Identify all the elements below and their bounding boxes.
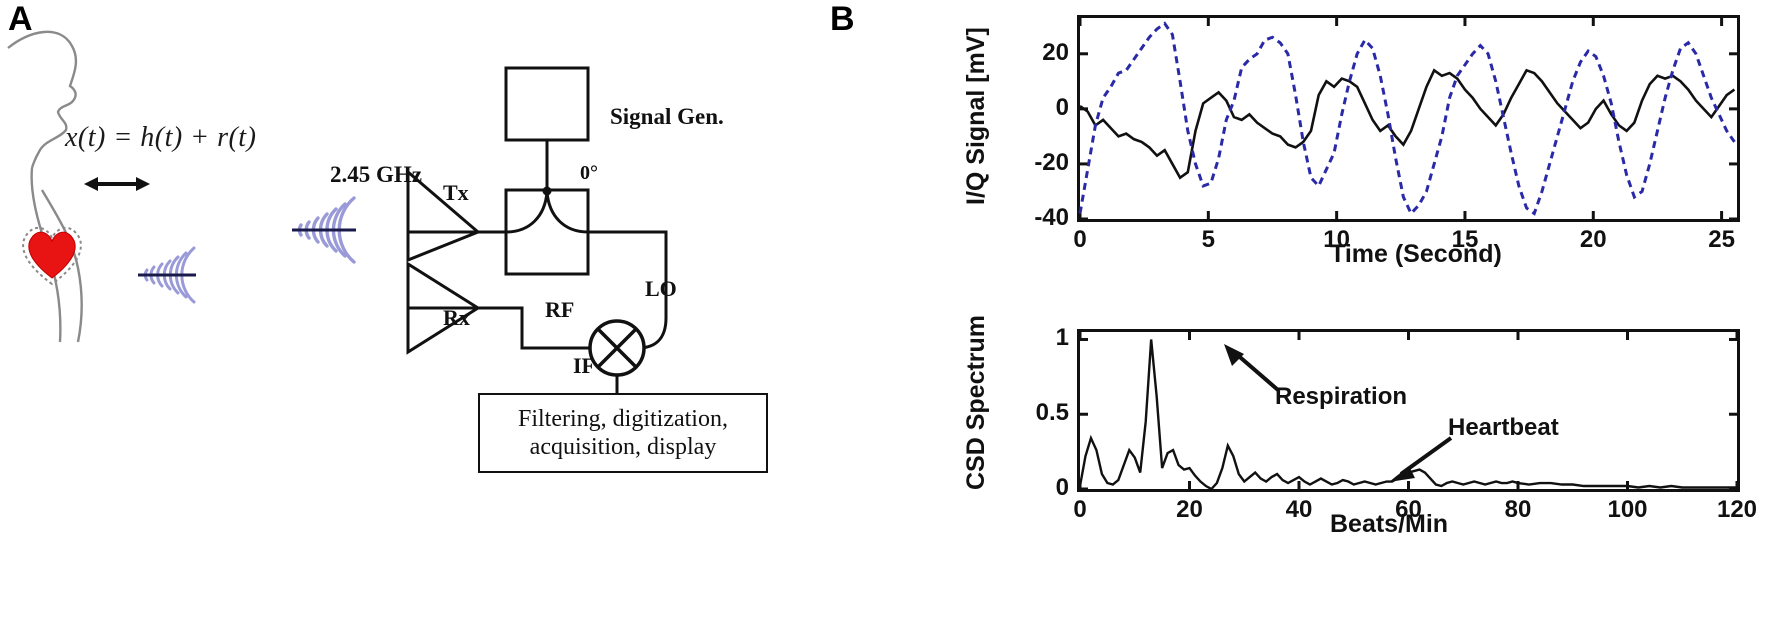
iq-x-axis-label: Time (Second) bbox=[1330, 240, 1502, 268]
x-tick-label: 0 bbox=[1073, 496, 1087, 523]
signal-gen-box bbox=[504, 66, 590, 142]
processing-box: Filtering, digitization, acquisition, di… bbox=[478, 393, 768, 473]
heartbeat-annotation: Heartbeat bbox=[1448, 414, 1559, 441]
x-tick-label: 5 bbox=[1201, 226, 1215, 253]
respiration-arrow-icon bbox=[1224, 344, 1280, 392]
panel-b-label: B bbox=[830, 0, 855, 38]
csd-y-axis-label: CSD Spectrum bbox=[962, 314, 990, 490]
csd-x-axis-label: Beats/Min bbox=[1330, 510, 1449, 538]
processing-line-1: Filtering, digitization, bbox=[518, 405, 728, 432]
iq-y-axis-label: I/Q Signal [mV] bbox=[962, 27, 990, 205]
x-tick-label: 15 bbox=[1451, 226, 1479, 253]
x-tick-label: 120 bbox=[1716, 496, 1758, 523]
respiration-annotation: Respiration bbox=[1275, 383, 1408, 410]
y-tick-label: 1 bbox=[1055, 324, 1069, 352]
panel-a-label: A bbox=[8, 0, 33, 38]
y-tick-label: 0.5 bbox=[1035, 399, 1069, 427]
iq-signal-plot bbox=[1078, 18, 1737, 221]
x-tick-label: 20 bbox=[1176, 496, 1203, 523]
displacement-arrow-icon bbox=[84, 177, 150, 191]
x-tick-label: 0 bbox=[1073, 226, 1087, 253]
heartbeat-arrow-icon bbox=[1389, 436, 1453, 482]
rf-wave-icon bbox=[138, 246, 196, 304]
y-tick-label: -40 bbox=[1034, 204, 1069, 231]
x-tick-label: 10 bbox=[1323, 226, 1350, 253]
y-tick-label: 0 bbox=[1055, 474, 1069, 501]
rf-wave-icon bbox=[292, 196, 356, 264]
equation-text: x(t) = h(t) + r(t) bbox=[65, 122, 257, 153]
rf-block-diagram bbox=[406, 66, 668, 420]
tx-label: Tx bbox=[443, 180, 469, 205]
q-channel-trace bbox=[1078, 21, 1736, 217]
lo-label: LO bbox=[645, 276, 677, 301]
x-tick-label: 80 bbox=[1504, 496, 1532, 523]
heart-icon bbox=[22, 226, 82, 286]
y-tick-label: 0 bbox=[1055, 93, 1069, 121]
csd-spectrum-plot bbox=[1078, 332, 1739, 491]
y-tick-label: -20 bbox=[1034, 148, 1069, 176]
x-tick-label: 60 bbox=[1395, 496, 1422, 523]
x-tick-label: 25 bbox=[1708, 226, 1735, 253]
csd-trace bbox=[1078, 339, 1737, 491]
rf-label: RF bbox=[545, 297, 575, 322]
x-tick-label: 40 bbox=[1285, 496, 1313, 523]
mixer-icon bbox=[588, 319, 646, 377]
phase-label: 0° bbox=[580, 162, 598, 184]
y-tick-label: 20 bbox=[1042, 38, 1069, 66]
x-tick-label: 20 bbox=[1579, 226, 1607, 253]
if-label: IF bbox=[573, 353, 595, 378]
signal-gen-label: Signal Gen. bbox=[610, 104, 724, 129]
panel-a: A x(t) = h(t) + r(t) bbox=[0, 0, 830, 622]
i-channel-trace bbox=[1079, 68, 1736, 180]
csd-spectrum-plot-frame bbox=[1077, 329, 1740, 492]
panel-b: B I/Q Signal [mV] Time (Second) 0 5 10 15 20… bbox=[830, 0, 1772, 622]
x-tick-label: 100 bbox=[1607, 496, 1648, 523]
processing-line-2: acquisition, display bbox=[529, 434, 717, 460]
